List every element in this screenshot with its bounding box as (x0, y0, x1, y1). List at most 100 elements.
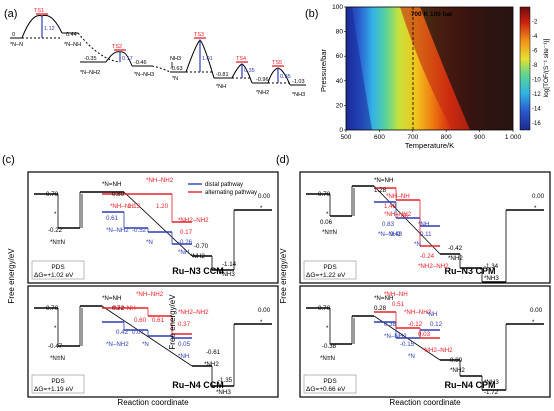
level-black-connector (101, 305, 193, 367)
energy-label: -0.70 (194, 243, 209, 250)
energy-label: 0.17 (180, 229, 193, 236)
heatmap-frame (345, 6, 514, 131)
y-tick-label: 80 (336, 29, 344, 36)
colorbar-tick-label: -6 (532, 48, 538, 54)
energy-label: * (54, 211, 57, 218)
colorbar-tick-label: -2 (532, 19, 538, 25)
energy-label: -0.89 (448, 357, 463, 364)
energy-label: -0.22 (48, 227, 63, 234)
colorbar-label: log[TOF/(S⁻¹ site⁻¹)] (543, 38, 550, 97)
energy-label: * (54, 325, 57, 332)
pds-box (303, 260, 357, 280)
energy-label: * (532, 319, 535, 326)
energy-label: * (260, 319, 263, 326)
panel-c: (c) Free energy/eV Free energy/eV Reaction … (2, 154, 279, 407)
energy-label: *NH–NH (386, 193, 410, 200)
panel-d: (d) Free energy/eV Free energy/eV Reaction … (168, 154, 551, 407)
energy-label: *NH (178, 249, 189, 256)
energy-label: 0.28 (374, 305, 387, 312)
panel-a-label: *NH2 (256, 90, 269, 96)
y-tick-label: 20 (336, 102, 344, 109)
panel-a: (a) (4, 8, 306, 98)
energy-label: 1.06 (396, 213, 409, 220)
colorbar-tick-label: -10 (532, 77, 541, 83)
pds-label: PDS (323, 378, 337, 385)
pds-dg: ΔG=+1.02 eV (34, 272, 74, 279)
energy-label: 1.28 (374, 187, 387, 194)
energy-label: 0.61 (152, 317, 165, 324)
energy-label: 0.00 (258, 193, 271, 200)
energy-label: *N (408, 353, 415, 360)
energy-label: *NH3 (216, 389, 231, 396)
condition-annotation: 700 K 100 bar (411, 11, 453, 18)
energy-label: *NH–NH (384, 291, 408, 298)
panel-a-label: *N–NH3 (134, 72, 154, 78)
energy-label: 0.00 (258, 307, 271, 314)
energy-label: * (326, 211, 329, 218)
energy-label: *NH (178, 353, 189, 360)
energy-label: *N–NH2 (378, 231, 401, 238)
energy-label: * (534, 205, 537, 212)
energy-label: *N (146, 239, 153, 246)
pds-dg: ΔG=+0.66 eV (306, 386, 346, 393)
energy-label: 0.51 (392, 301, 405, 308)
panel-a-value: -0.63 (170, 66, 183, 72)
energy-label: -1.14 (222, 261, 237, 268)
energy-label: *NH–NH (112, 305, 136, 312)
y-tick-label: 60 (336, 53, 344, 60)
subplot-frame (27, 171, 279, 284)
energy-label: -1.35 (218, 377, 233, 384)
panels-cd: (c) Free energy/eV Free energy/eV Reaction … (2, 154, 551, 407)
energy-label: 0.37 (178, 321, 191, 328)
heatmap-low-region (346, 7, 372, 130)
energy-label: -0.61 (206, 349, 221, 356)
y-tick-label: 100 (332, 4, 343, 11)
energy-label: *N=NH (374, 295, 393, 302)
colorbar-tick-label: -14 (532, 106, 541, 112)
energy-label: 0.07 (132, 329, 145, 336)
energy-label: *N≡N (50, 239, 65, 246)
energy-label: *NH2–NH2 (418, 263, 449, 270)
energy-label: 0.72 (112, 305, 125, 312)
panel-a-extra: NH3 (170, 56, 181, 62)
panel-a-barrier: 1.12 (44, 26, 55, 32)
panel-a-label: *N–NH (64, 42, 81, 48)
colorbar-tick-label: -16 (532, 121, 541, 127)
heatmap-mid-region (400, 7, 470, 130)
energy-label: 0.42 (116, 329, 129, 336)
colorbar-tick-label: -12 (532, 92, 541, 98)
panel-a-value: -1.03 (292, 79, 305, 85)
subplot-title: Ru–N4 CPM (444, 380, 495, 390)
y-tick-label: 40 (336, 78, 344, 85)
y-axis-label-lower: Free energy/eV (168, 294, 177, 350)
subplot-frame (27, 285, 279, 398)
y-tick-label: 0 (339, 127, 343, 134)
x-axis-label: Temperature/K (405, 141, 454, 150)
heatmap-high-region (420, 7, 513, 130)
panel-a-label: *NH (216, 84, 226, 90)
energy-label: *NH2–NH2 (178, 309, 209, 316)
pds-box (31, 374, 85, 394)
energy-label: *NH (418, 221, 429, 228)
y-axis-label: Free energy/eV (279, 248, 288, 304)
energy-label: 0.00 (530, 307, 543, 314)
energy-label: -1.34 (484, 263, 499, 270)
energy-label: 0.03 (418, 331, 431, 338)
energy-label: *NH–NH (110, 203, 134, 210)
pds-label: PDS (51, 264, 65, 271)
energy-label: *N=NH (374, 177, 393, 184)
energy-label: 0.60 (134, 317, 147, 324)
panel-a-label: (a) (4, 8, 17, 20)
level-black-connector (373, 185, 441, 255)
energy-label: -0.24 (420, 253, 435, 260)
energy-label: *N≡N (50, 355, 65, 362)
energy-label: -0.15 (400, 341, 415, 348)
energy-label: *N–NH2 (106, 227, 129, 234)
panel-b: (b) 500 600 700 800 900 1 000 0 20 40 60 80 100 Temp… (305, 4, 550, 150)
subplot-title: Ru–N3 CPM (444, 266, 495, 276)
energy-label: 0.11 (420, 231, 432, 238)
legend-distal-label: distal pathway (205, 182, 243, 188)
energy-label: *N≡N (320, 355, 335, 362)
